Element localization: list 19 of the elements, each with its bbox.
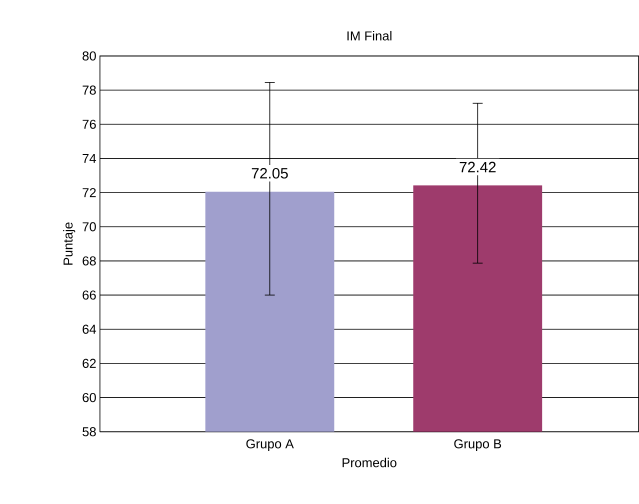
y-tick-label: 70 [82,222,96,232]
y-tick-label: 76 [82,120,96,130]
y-tick-label: 62 [82,358,96,368]
y-tick-label: 64 [82,324,96,334]
y-tick-label: 58 [82,427,96,436]
data-label: 72.42 [460,162,496,172]
y-tick-label: 72 [82,188,96,198]
chart-title: IM Final [347,31,392,41]
data-label: 72.05 [252,168,288,179]
x-axis-title: Promedio [342,458,396,468]
y-tick-label: 68 [82,256,96,266]
y-tick-label: 74 [82,154,96,164]
y-tick-label: 60 [82,393,96,402]
y-tick-label: 66 [82,290,96,300]
x-tick-label: Grupo B [454,439,502,452]
y-tick-label: 78 [82,86,96,95]
y-axis-title: Puntaje [63,222,76,265]
x-tick-label: Grupo A [246,439,294,452]
y-tick-label: 80 [82,52,96,61]
